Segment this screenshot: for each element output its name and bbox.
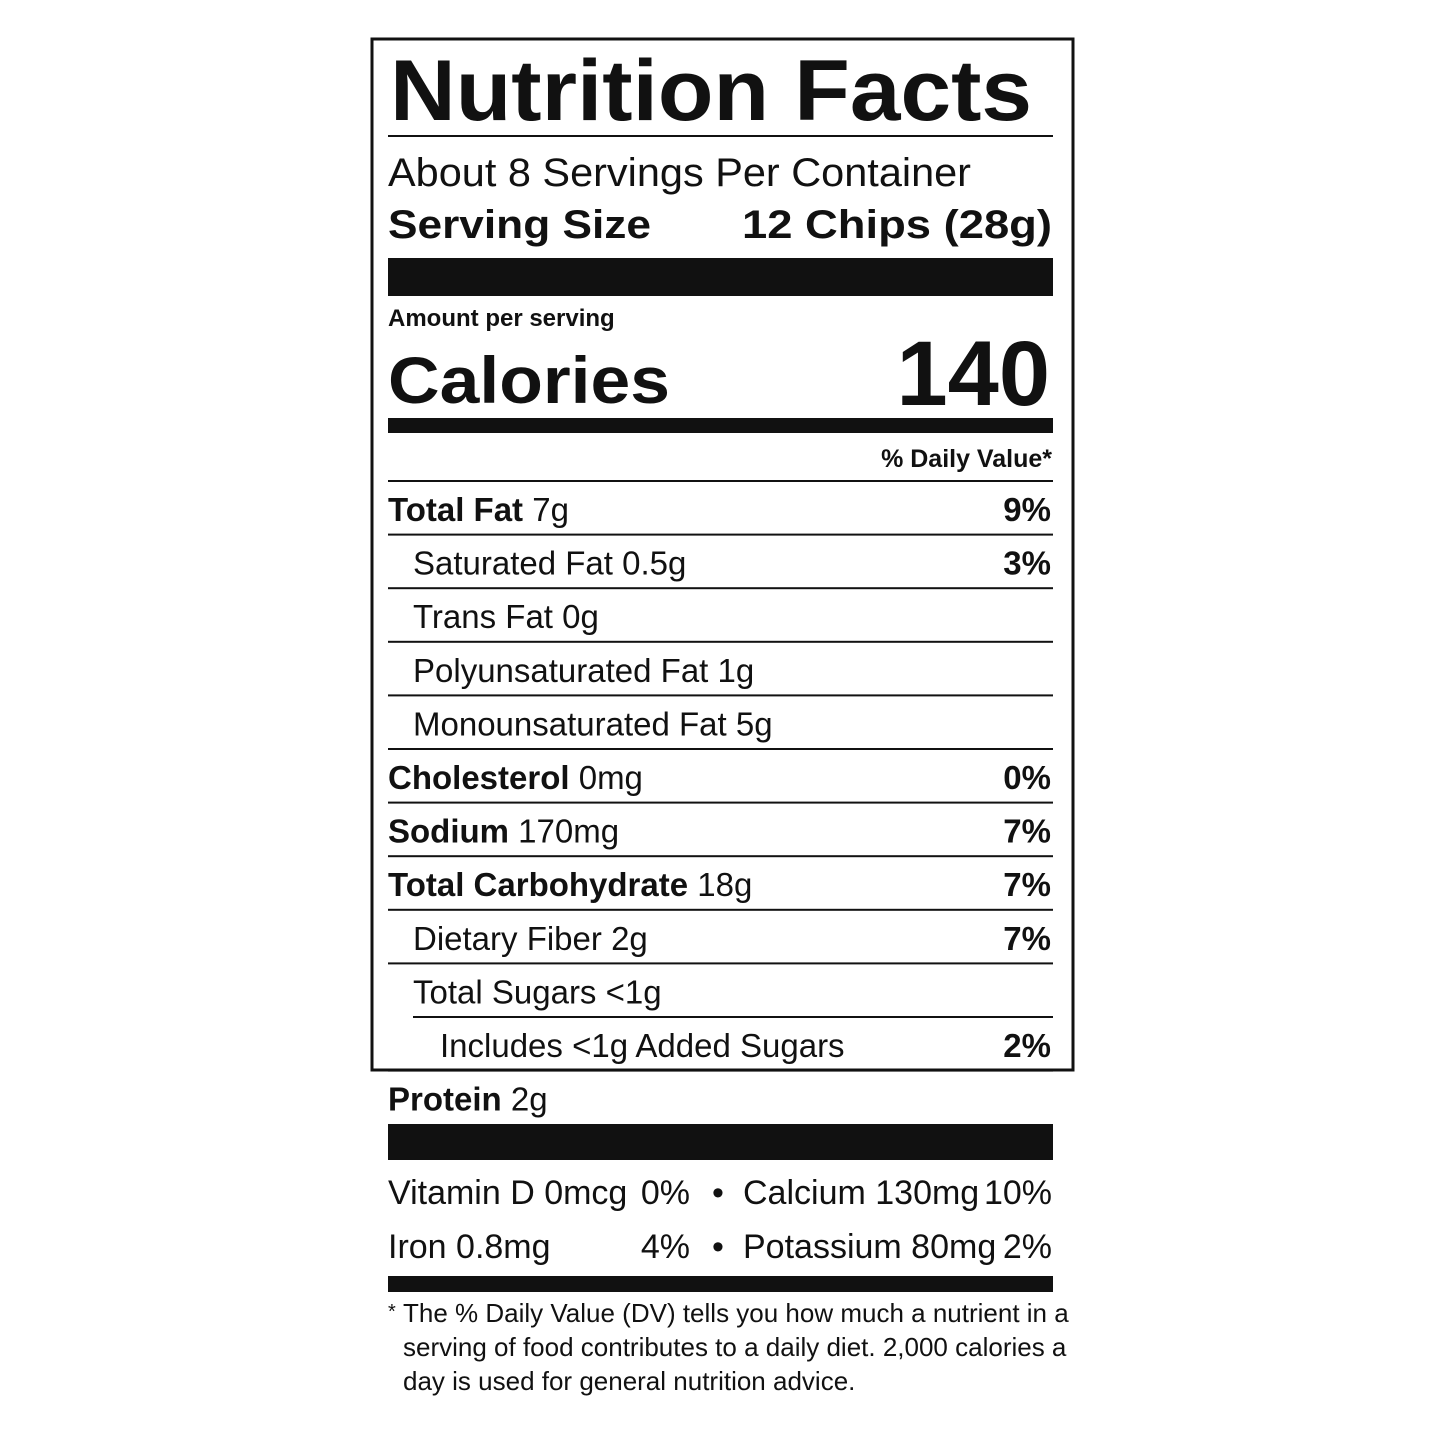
daily-value: 7% [1003, 866, 1051, 903]
nutrient-name: Polyunsaturated Fat [413, 652, 708, 689]
nutrient-row: Monounsaturated Fat 5g [413, 705, 773, 742]
nutrient-amount: 170mg [518, 813, 619, 850]
nutrient-name: Protein [388, 1081, 502, 1118]
rule [388, 640, 1053, 643]
nutrient-row: Saturated Fat 0.5g [413, 545, 686, 582]
nutrient-amount: 2g [511, 1081, 548, 1118]
nutrient-row: Total Fat 7g [388, 491, 569, 528]
footnote-line: serving of food contributes to a daily d… [403, 1332, 1067, 1362]
rule [388, 748, 1053, 750]
vitamin-name: Vitamin D 0mcg [388, 1174, 627, 1212]
vitamin-dv: 2% [1003, 1228, 1052, 1266]
nutrient-row: Dietary Fiber 2g [413, 920, 648, 957]
rule [388, 855, 1053, 858]
thick-bar [388, 1124, 1053, 1160]
serving-size-value: 12 Chips (28g) [742, 203, 1052, 247]
nutrient-row: Cholesterol 0mg [388, 759, 643, 796]
nutrient-amount: 5g [736, 705, 773, 742]
vitamin-name: Potassium 80mg [743, 1228, 996, 1266]
vitamin-name: Iron 0.8mg [388, 1228, 551, 1266]
nutrient-row: Total Carbohydrate 18g [388, 866, 752, 903]
daily-value: 9% [1003, 491, 1051, 528]
vitamin-dv: 10% [984, 1174, 1052, 1212]
medium-bar [388, 418, 1053, 433]
rule [413, 1016, 1053, 1018]
rule [388, 135, 1053, 137]
nutrient-amount: 18g [697, 866, 752, 903]
nutrient-name: Cholesterol [388, 759, 570, 796]
separator: • [712, 1228, 724, 1266]
nutrient-row: Polyunsaturated Fat 1g [413, 652, 754, 689]
daily-value: 2% [1003, 1027, 1051, 1064]
daily-value: 3% [1003, 545, 1051, 582]
nutrient-row: Protein 2g [388, 1081, 548, 1118]
daily-value: 0% [1003, 759, 1051, 796]
nutrient-name: Total Carbohydrate [388, 866, 688, 903]
nutrient-amount: 1g [718, 652, 755, 689]
nutrient-row: Total Sugars <1g [413, 973, 662, 1010]
serving-size-label: Serving Size [388, 203, 651, 247]
nutrient-amount: <1g [606, 973, 662, 1010]
nutrient-name: Sodium [388, 813, 509, 850]
rule [388, 694, 1053, 697]
title: Nutrition Facts [390, 43, 1032, 139]
nutrient-name: Total Sugars [413, 973, 596, 1010]
separator: • [712, 1174, 724, 1212]
vitamin-name: Calcium 130mg [743, 1174, 979, 1212]
nutrient-name: Monounsaturated Fat [413, 705, 727, 742]
servings: About 8 Servings Per Container [388, 151, 971, 195]
nutrient-amount: 7g [532, 491, 569, 528]
calories-label: Calories [388, 343, 670, 417]
nutrient-amount: 2g [611, 920, 648, 957]
vitamin-dv: 0% [641, 1174, 690, 1212]
daily-value: 7% [1003, 813, 1051, 850]
daily-value: 7% [1003, 920, 1051, 957]
nutrient-amount: 0mg [579, 759, 643, 796]
nutrient-amount: 0g [562, 598, 599, 635]
medium-bar [388, 1276, 1053, 1292]
nutrient-name: Total Fat [388, 491, 523, 528]
rule [388, 480, 1053, 482]
nutrient-row: Sodium 170mg [388, 813, 619, 850]
nutrient-name: Dietary Fiber [413, 920, 602, 957]
daily-value-header: % Daily Value* [881, 445, 1052, 473]
vitamin-dv: 4% [641, 1228, 690, 1266]
rule [388, 962, 1053, 965]
rule [388, 801, 1053, 804]
nutrient-name: Includes <1g Added Sugars [440, 1027, 845, 1064]
rule [388, 533, 1053, 536]
nutrient-amount: 0.5g [622, 545, 686, 582]
nutrient-row: Trans Fat 0g [413, 598, 599, 635]
calories-value: 140 [897, 323, 1051, 425]
footnote-line: day is used for general nutrition advice… [403, 1366, 855, 1396]
footnote-line: The % Daily Value (DV) tells you how muc… [403, 1298, 1069, 1328]
thick-bar [388, 258, 1053, 296]
rule [388, 1069, 1053, 1072]
rule [388, 908, 1053, 911]
amount-per-serving: Amount per serving [388, 305, 615, 332]
nutrient-name: Trans Fat [413, 598, 553, 635]
footnote-mark: * [388, 1301, 396, 1323]
rule [388, 587, 1053, 590]
nutrient-row: Includes <1g Added Sugars [440, 1027, 845, 1064]
nutrient-name: Saturated Fat [413, 545, 613, 582]
